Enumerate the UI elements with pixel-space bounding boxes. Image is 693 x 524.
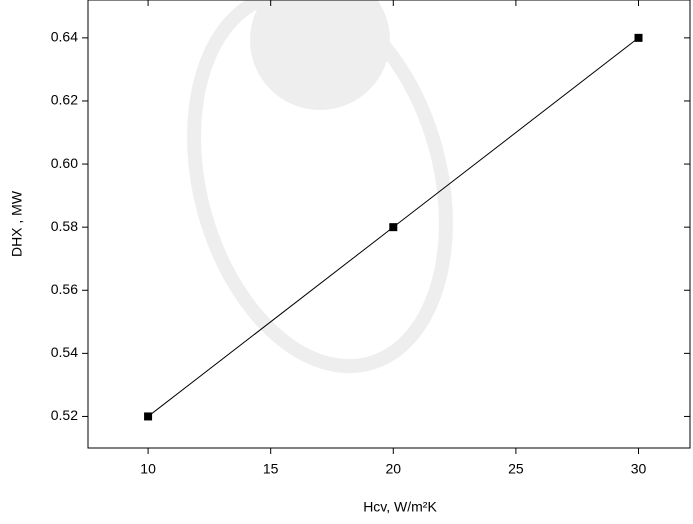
data-point: [634, 33, 643, 42]
x-tick-label: 30: [631, 461, 647, 477]
y-tick-label: 0.58: [51, 218, 78, 234]
y-tick-label: 0.52: [51, 407, 78, 423]
y-tick-label: 0.64: [51, 29, 78, 45]
data-point: [144, 412, 153, 421]
data-point: [389, 223, 398, 232]
x-tick-label: 25: [508, 461, 524, 477]
plot-frame: [87, 0, 691, 449]
y-tick-label: 0.56: [51, 281, 78, 297]
y-axis-label: DHX , MW: [9, 190, 25, 257]
y-tick-label: 0.54: [51, 344, 78, 360]
y-tick-label: 0.62: [51, 92, 78, 108]
watermark: [187, 0, 453, 374]
x-tick-label: 10: [140, 461, 156, 477]
x-tick-label: 15: [263, 461, 279, 477]
x-tick-label: 20: [386, 461, 402, 477]
x-axis-label: Hcv, W/m²K: [363, 499, 437, 515]
y-tick-label: 0.60: [51, 155, 78, 171]
